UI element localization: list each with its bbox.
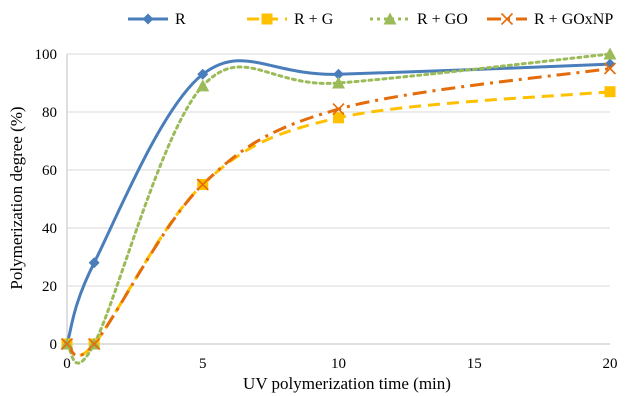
legend-marker-r-goxnp — [500, 12, 514, 26]
marker-r-goxnp-2-stroke-b — [196, 178, 209, 191]
y-tick-label-40: 40 — [42, 221, 57, 237]
y-tick-label-60: 60 — [42, 163, 57, 179]
legend-label-r-go: R + GO — [417, 11, 468, 28]
marker-r-goxnp-4 — [603, 62, 617, 75]
gridlines — [67, 53, 610, 287]
legend-item-r-go: R + GO — [370, 11, 468, 28]
y-tick-label-20: 20 — [42, 279, 57, 295]
legend-marker-r-go — [383, 12, 397, 25]
y-tick-label-100: 100 — [35, 47, 58, 63]
marker-r-goxnp-4-stroke-b — [603, 62, 617, 75]
series-line-r — [65, 59, 611, 345]
legend-item-r-goxnp: R + GOxNP — [487, 11, 613, 28]
legend-label-r-goxnp: R + GOxNP — [534, 11, 613, 28]
marker-r-go-3 — [332, 76, 345, 89]
y-tick-labels: 0 20 40 60 80 100 — [35, 47, 58, 353]
y-tick-label-80: 80 — [42, 105, 57, 121]
legend-item-r: R — [128, 11, 186, 28]
legend-item-r-g: R + G — [247, 11, 334, 28]
marker-r-go-4 — [603, 47, 617, 60]
axes — [66, 54, 610, 345]
legend-label-r: R — [175, 11, 186, 28]
series-line-r-go — [65, 52, 612, 365]
series-line-r-g — [66, 90, 611, 358]
legend-label-r-g: R + G — [294, 11, 334, 28]
series-markers — [60, 47, 617, 351]
marker-r-g-3 — [333, 112, 344, 124]
marker-r-go-2 — [196, 79, 210, 92]
x-tick-label-15: 15 — [467, 356, 482, 372]
x-tick-label-20: 20 — [603, 356, 618, 372]
marker-r-goxnp-2 — [196, 178, 209, 191]
y-tick-label-0: 0 — [50, 337, 58, 353]
x-tick-label-10: 10 — [331, 356, 346, 372]
marker-r-1 — [88, 257, 100, 269]
marker-r-3 — [333, 68, 344, 80]
marker-r-goxnp-1 — [88, 337, 101, 351]
marker-r-goxnp-1-stroke-b — [88, 337, 101, 351]
legend-marker-r-goxnp-stroke-b — [500, 12, 514, 26]
marker-r-g-4 — [604, 86, 616, 98]
legend-marker-r — [142, 13, 154, 25]
marker-r-2 — [197, 68, 209, 80]
legend: R R + G R + GO R + GOxNP — [128, 11, 613, 28]
x-tick-label-0: 0 — [63, 356, 71, 372]
marker-r-goxnp-3 — [332, 103, 345, 116]
marker-r-4 — [604, 58, 616, 70]
x-axis-label: UV polymerization time (min) — [243, 374, 451, 393]
series-lines — [65, 52, 612, 365]
marker-r-goxnp-0 — [60, 337, 74, 351]
legend-marker-r-g — [261, 13, 273, 25]
marker-r-goxnp-0-stroke-b — [60, 337, 74, 351]
y-axis-label: Polymerization degree (%) — [7, 106, 26, 289]
x-tick-labels: 0 5 10 15 20 — [63, 356, 617, 372]
x-tick-label-5: 5 — [199, 356, 207, 372]
marker-r-goxnp-3-stroke-b — [332, 103, 345, 116]
